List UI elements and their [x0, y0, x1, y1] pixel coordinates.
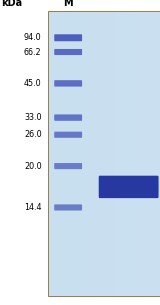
- Bar: [142, 11, 144, 296]
- Text: 45.0: 45.0: [24, 79, 42, 88]
- Text: kDa: kDa: [2, 0, 23, 8]
- Text: 94.0: 94.0: [24, 33, 42, 42]
- Bar: [153, 11, 156, 296]
- Bar: [140, 11, 142, 296]
- Bar: [113, 11, 115, 296]
- Bar: [147, 11, 149, 296]
- Bar: [156, 11, 158, 296]
- Text: 14.4: 14.4: [24, 203, 42, 212]
- Bar: [59, 11, 61, 296]
- Bar: [79, 11, 82, 296]
- Bar: [84, 11, 86, 296]
- Bar: [106, 11, 108, 296]
- Bar: [131, 11, 133, 296]
- Bar: [64, 11, 66, 296]
- Bar: [135, 11, 138, 296]
- Bar: [77, 11, 79, 296]
- FancyBboxPatch shape: [54, 49, 82, 55]
- Bar: [124, 11, 126, 296]
- Bar: [48, 11, 50, 296]
- Bar: [50, 11, 52, 296]
- Bar: [108, 11, 111, 296]
- FancyBboxPatch shape: [54, 114, 82, 121]
- Bar: [75, 11, 77, 296]
- Bar: [111, 11, 113, 296]
- Bar: [93, 11, 95, 296]
- FancyBboxPatch shape: [54, 80, 82, 87]
- Bar: [91, 11, 93, 296]
- Bar: [73, 11, 75, 296]
- Bar: [126, 11, 129, 296]
- Bar: [95, 11, 97, 296]
- Bar: [133, 11, 135, 296]
- FancyBboxPatch shape: [54, 163, 82, 169]
- Bar: [48, 11, 160, 296]
- Text: M: M: [63, 0, 73, 8]
- Bar: [66, 11, 68, 296]
- Bar: [88, 11, 91, 296]
- Bar: [104, 11, 106, 296]
- Text: 20.0: 20.0: [24, 162, 42, 170]
- Bar: [122, 11, 124, 296]
- Bar: [149, 11, 151, 296]
- Bar: [151, 11, 153, 296]
- Bar: [82, 11, 84, 296]
- Bar: [138, 11, 140, 296]
- FancyBboxPatch shape: [54, 132, 82, 138]
- Bar: [86, 11, 88, 296]
- Text: 33.0: 33.0: [24, 113, 42, 122]
- Text: 66.2: 66.2: [24, 48, 42, 56]
- Bar: [102, 11, 104, 296]
- FancyBboxPatch shape: [54, 34, 82, 41]
- Bar: [144, 11, 147, 296]
- Bar: [117, 11, 120, 296]
- Bar: [52, 11, 55, 296]
- Bar: [55, 11, 57, 296]
- Bar: [120, 11, 122, 296]
- Bar: [100, 11, 102, 296]
- FancyBboxPatch shape: [54, 204, 82, 210]
- Bar: [97, 11, 100, 296]
- Bar: [57, 11, 59, 296]
- FancyBboxPatch shape: [99, 176, 159, 198]
- Bar: [115, 11, 117, 296]
- Bar: [158, 11, 160, 296]
- Bar: [61, 11, 64, 296]
- Bar: [129, 11, 131, 296]
- Bar: [68, 11, 70, 296]
- Bar: [70, 11, 73, 296]
- Text: 26.0: 26.0: [24, 130, 42, 139]
